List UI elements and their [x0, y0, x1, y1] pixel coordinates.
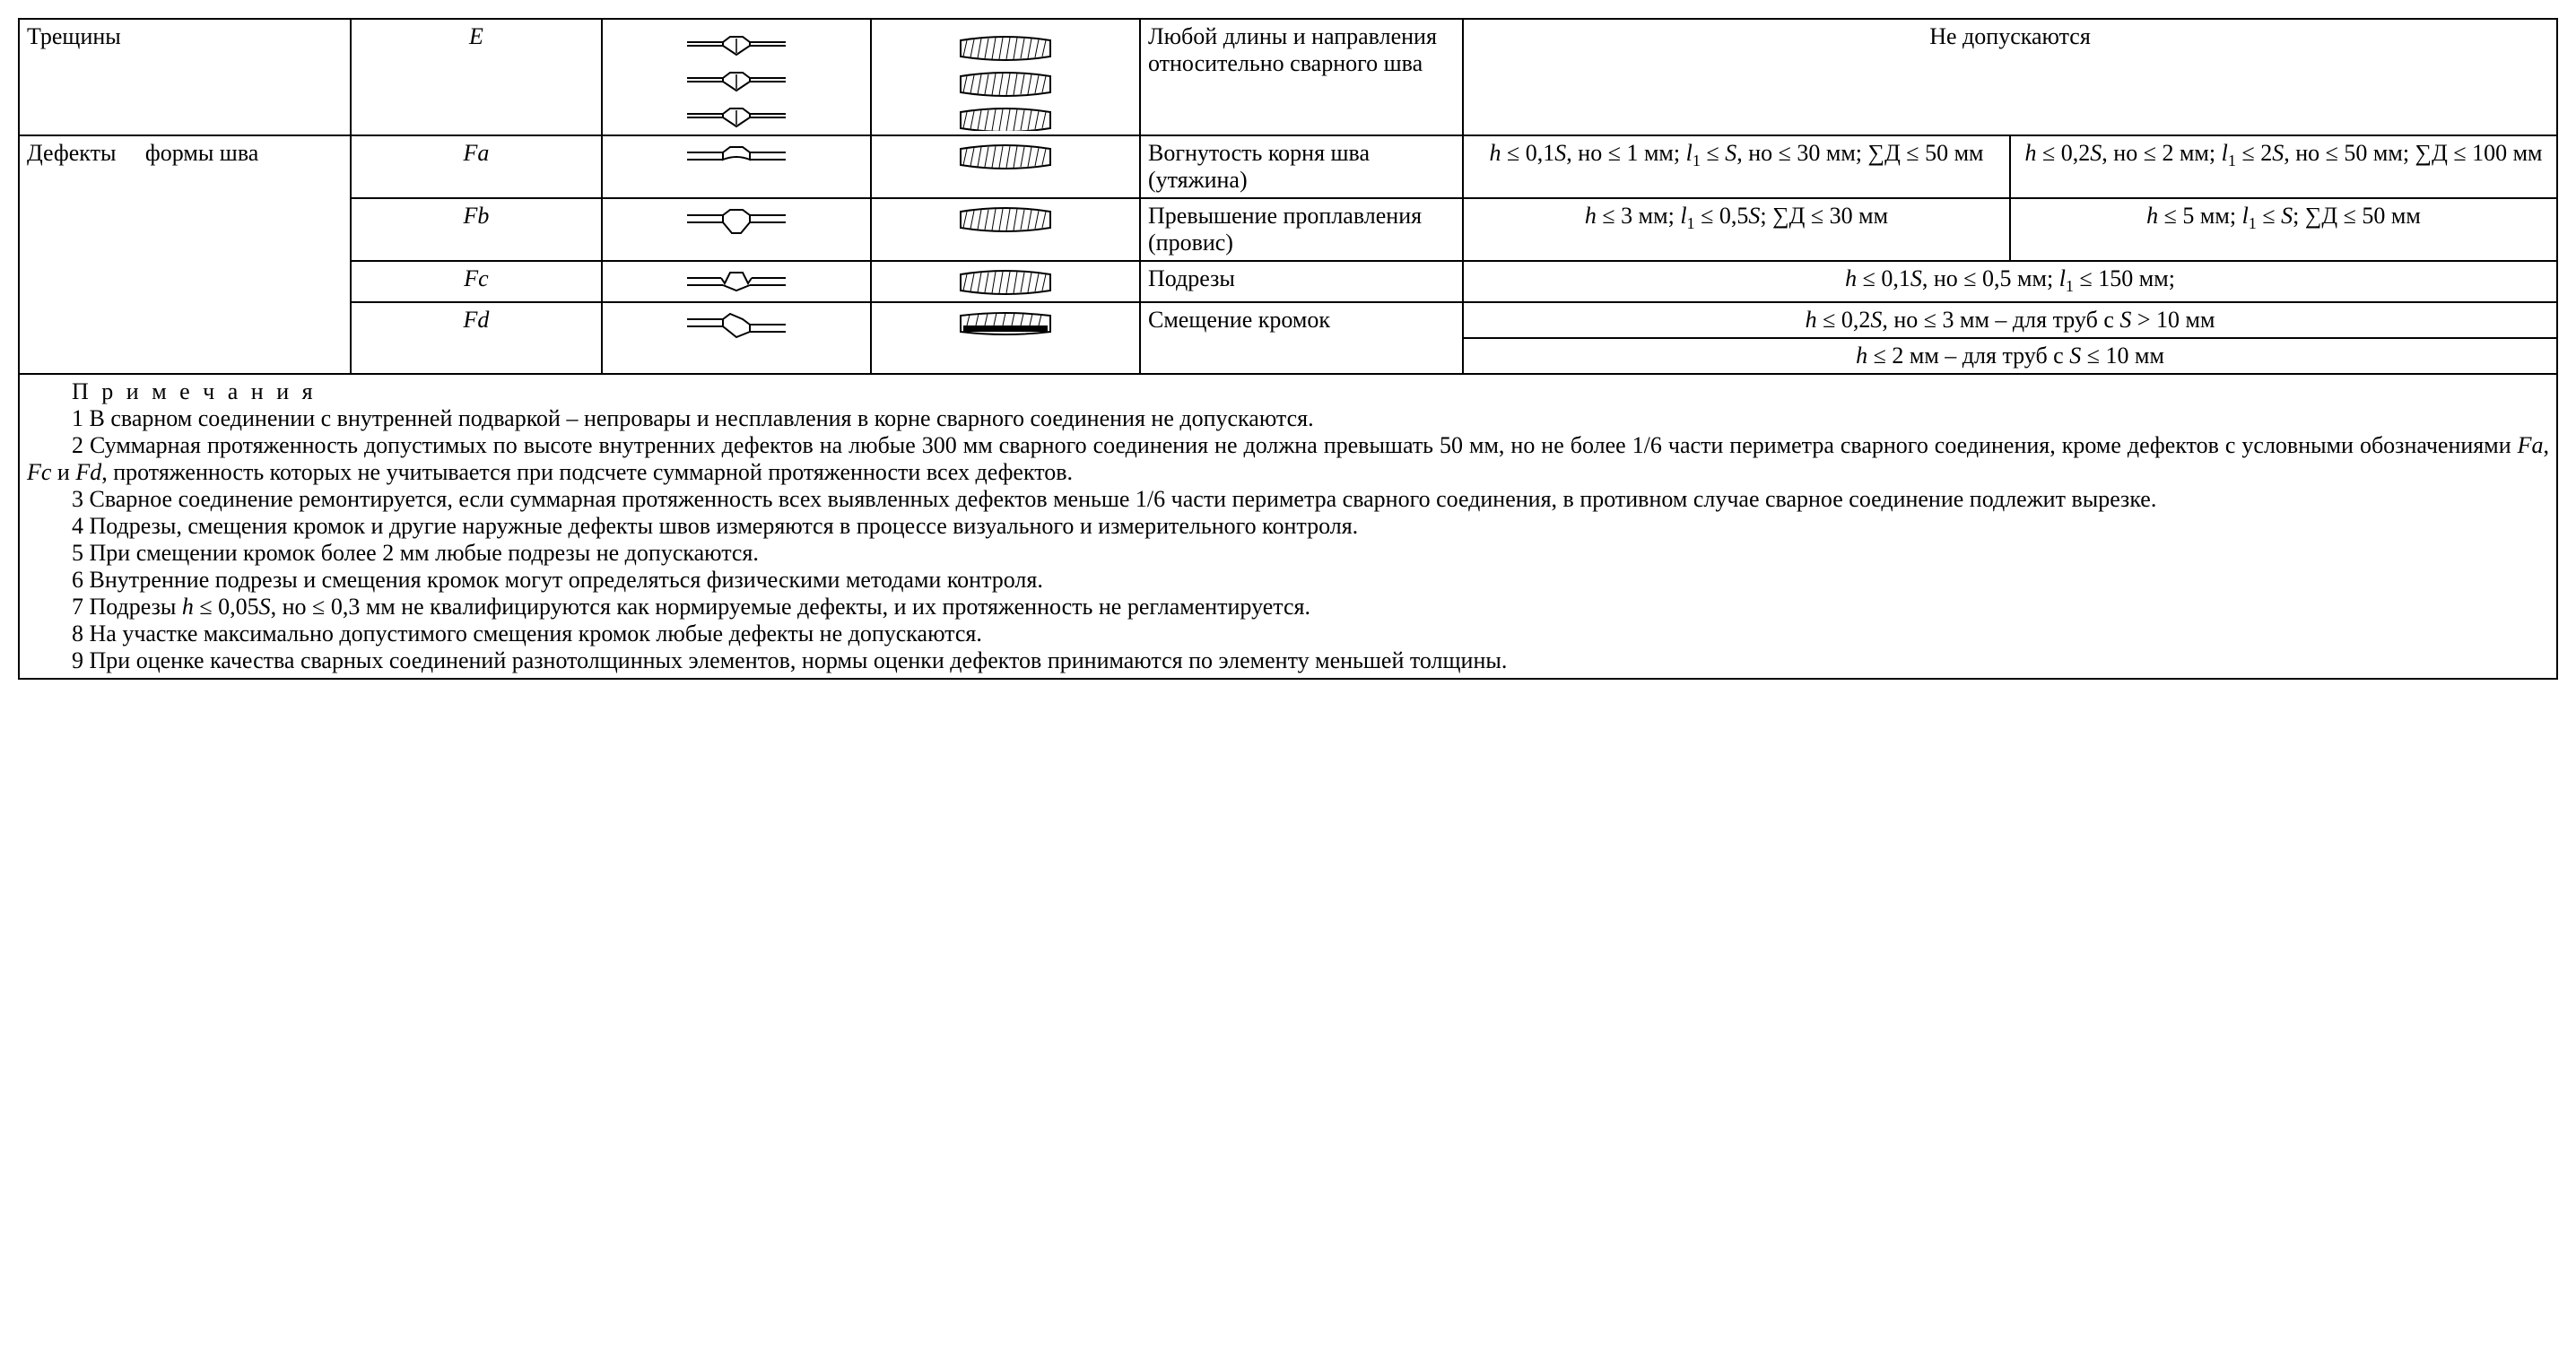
notes-cell: П р и м е ч а н и я 1 В сварном соединен…	[19, 374, 2557, 679]
note-item: 6 Внутренние подрезы и смещения кромок м…	[27, 567, 2549, 594]
cross-section-icon	[602, 135, 871, 198]
defect-name: Трещины	[19, 19, 351, 135]
defect-desc: Превышение проплавления (провис)	[1140, 198, 1463, 261]
top-view-icon	[871, 19, 1140, 135]
defect-desc: Смещение кромок	[1140, 302, 1463, 374]
defect-limit: Не допускаются	[1463, 19, 2557, 135]
cross-section-icon	[602, 19, 871, 135]
defect-limit-1: h ≤ 3 мм; l1 ≤ 0,5S; ∑Д ≤ 30 мм	[1463, 198, 2010, 261]
table-row: Дефекты формы шва Fa Вогнутость корня шв…	[19, 135, 2557, 198]
top-view-icon	[871, 261, 1140, 302]
defect-symbol: E	[351, 19, 602, 135]
cross-section-icon	[602, 302, 871, 374]
defect-limit: h ≤ 0,1S, но ≤ 0,5 мм; l1 ≤ 150 мм;	[1463, 261, 2557, 302]
defect-symbol: Fc	[351, 261, 602, 302]
cross-section-icon	[602, 261, 871, 302]
defect-limit-2: h ≤ 5 мм; l1 ≤ S; ∑Д ≤ 50 мм	[2010, 198, 2557, 261]
defect-desc: Вогнутость корня шва (утяжина)	[1140, 135, 1463, 198]
defect-desc: Подрезы	[1140, 261, 1463, 302]
table-row: Fd Смещение кромок h ≤ 0,2S, но ≤ 3 мм –…	[19, 302, 2557, 338]
note-item: 3 Сварное соединение ремонтируется, если…	[27, 486, 2549, 513]
table-row: Трещины E Любой длины и направления отно…	[19, 19, 2557, 135]
table-row: Fc Подрезы h ≤ 0,1S, но ≤ 0,5 мм; l1 ≤ 1…	[19, 261, 2557, 302]
cross-section-icon	[602, 198, 871, 261]
note-item: 2 Суммарная протяженность допустимых по …	[27, 432, 2549, 486]
defect-symbol: Fd	[351, 302, 602, 374]
defect-desc: Любой длины и направления относительно с…	[1140, 19, 1463, 135]
top-view-icon	[871, 198, 1140, 261]
note-item: 8 На участке максимально допустимого сме…	[27, 620, 2549, 647]
notes-row: П р и м е ч а н и я 1 В сварном соединен…	[19, 374, 2557, 679]
note-item: 5 При смещении кромок более 2 мм любые п…	[27, 540, 2549, 567]
defect-limit-2: h ≤ 0,2S, но ≤ 2 мм; l1 ≤ 2S, но ≤ 50 мм…	[2010, 135, 2557, 198]
defect-limit-1: h ≤ 0,1S, но ≤ 1 мм; l1 ≤ S, но ≤ 30 мм;…	[1463, 135, 2010, 198]
top-view-icon	[871, 135, 1140, 198]
note-item: 9 При оценке качества сварных соединений…	[27, 647, 2549, 674]
top-view-icon	[871, 302, 1140, 374]
defect-symbol: Fa	[351, 135, 602, 198]
defect-name: Дефекты формы шва	[19, 135, 351, 374]
defect-limit-1: h ≤ 0,2S, но ≤ 3 мм – для труб с S > 10 …	[1463, 302, 2557, 338]
table-row: Fb Превышение проплавления (провис) h ≤ …	[19, 198, 2557, 261]
defect-symbol: Fb	[351, 198, 602, 261]
note-item: 4 Подрезы, смещения кромок и другие нару…	[27, 513, 2549, 540]
note-item: 7 Подрезы h ≤ 0,05S, но ≤ 0,3 мм не квал…	[27, 594, 2549, 620]
defect-limit-2: h ≤ 2 мм – для труб с S ≤ 10 мм	[1463, 338, 2557, 374]
defects-table: Трещины E Любой длины и направления отно…	[18, 18, 2558, 680]
notes-title: П р и м е ч а н и я	[72, 378, 317, 404]
note-item: 1 В сварном соединении с внутренней подв…	[27, 405, 2549, 432]
